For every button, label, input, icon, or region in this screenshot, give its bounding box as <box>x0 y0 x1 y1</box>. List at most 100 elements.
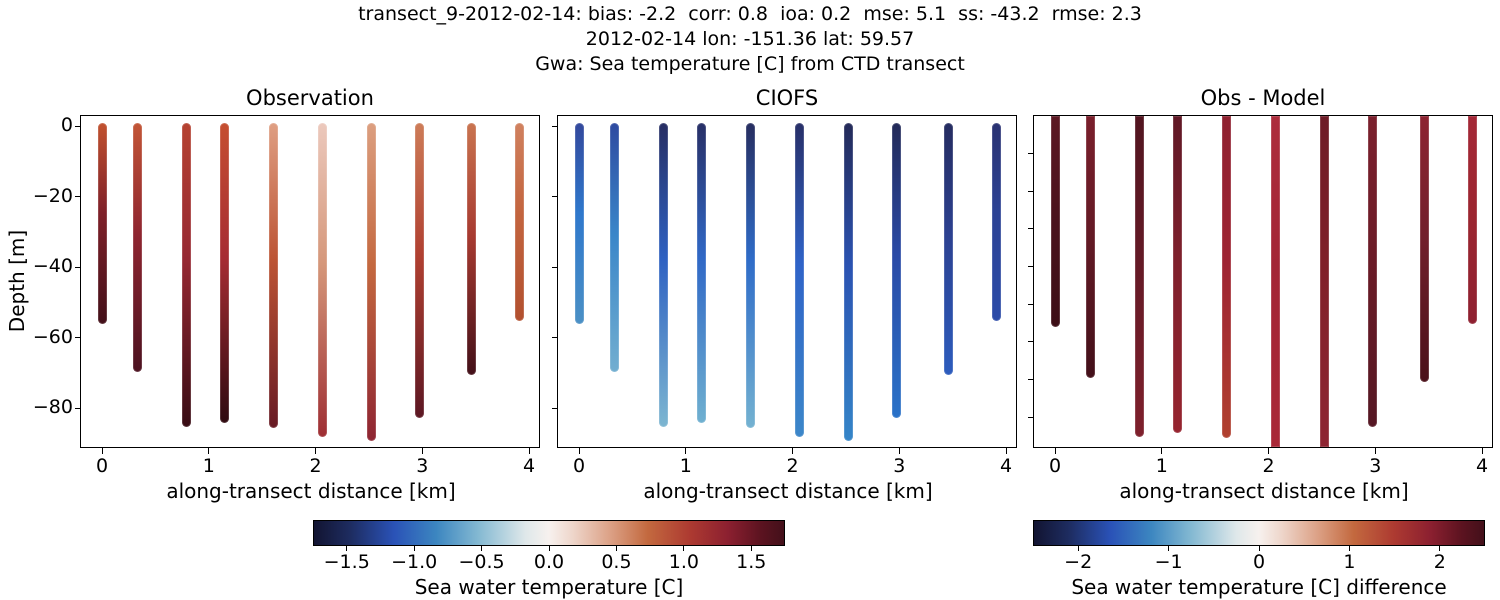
colorbar-difference: −2 −1 0 1 2 Sea water temperature [C] differe… <box>1033 520 1485 600</box>
x-tick <box>578 448 580 454</box>
axes-panel-1: 0 1 2 3 4 along-transect distance [km] <box>552 115 1017 503</box>
colorbar-temperature: −1.5 −1.0 −0.5 0.0 0.5 1.0 1.5 Sea water temper… <box>313 520 785 600</box>
x-tick-label: 4 <box>1475 455 1489 477</box>
profile-column <box>318 122 328 438</box>
y-tick <box>1028 303 1034 305</box>
profile-column <box>1134 116 1144 437</box>
x-tick-label: 2 <box>786 455 799 477</box>
colorbar-tick-label: −1.0 <box>391 551 438 573</box>
profile-column <box>1050 116 1060 328</box>
colorbar-tick-label: 0.0 <box>533 551 565 573</box>
x-tick <box>1374 448 1376 454</box>
x-tick-label: 2 <box>309 455 322 477</box>
colorbar-label: Sea water temperature [C] <box>414 575 684 599</box>
profile-column <box>1085 116 1095 379</box>
y-tick <box>75 196 81 197</box>
x-axis-label: along-transect distance [km] <box>166 479 456 503</box>
y-tick <box>75 407 81 409</box>
y-tick <box>552 196 558 197</box>
x-tick <box>528 448 530 454</box>
profile-column <box>1173 116 1183 433</box>
profile-column <box>1319 116 1329 447</box>
colorbar-tick <box>1348 546 1350 551</box>
y-tick-label: 0 <box>60 114 73 136</box>
profile-column <box>574 122 584 325</box>
x-tick <box>421 448 423 454</box>
profile-column <box>269 122 279 429</box>
profile-column <box>1467 116 1477 324</box>
x-tick-label: 4 <box>522 455 536 477</box>
colorbar-gradient <box>313 520 785 546</box>
colorbar-tick-label: 1.5 <box>736 551 767 573</box>
y-axis-label: Depth [m] <box>5 229 29 333</box>
y-tick-label: −60 <box>32 325 73 348</box>
x-tick <box>101 448 103 454</box>
x-tick-label: 3 <box>1369 455 1382 477</box>
colorbar-label: Sea water temperature [C] difference <box>1071 575 1447 599</box>
y-tick <box>552 407 558 409</box>
x-tick-label: 1 <box>202 455 215 477</box>
colorbar-tick <box>1077 546 1079 551</box>
colorbar-tick-label: 1 <box>1343 551 1356 573</box>
profile-column <box>220 122 230 424</box>
y-tick <box>1028 416 1034 418</box>
colorbar-tick <box>683 546 685 551</box>
profile-column <box>97 122 107 325</box>
colorbar-tick-label: −2 <box>1064 551 1093 573</box>
title-stats-line: transect_9-2012-02-14: bias: -2.2 corr: … <box>358 3 1142 25</box>
y-tick <box>1028 341 1034 343</box>
y-tick <box>1028 228 1034 230</box>
x-tick-label: 1 <box>679 455 692 477</box>
x-tick <box>685 448 687 454</box>
profile-column <box>1222 116 1232 439</box>
y-tick <box>1028 266 1034 267</box>
x-tick <box>1481 448 1483 454</box>
x-tick <box>1005 448 1007 454</box>
colorbar-tick <box>750 546 752 551</box>
profile-column <box>891 122 901 418</box>
colorbar-tick-label: −1.5 <box>323 551 370 573</box>
y-tick <box>552 337 558 338</box>
y-tick <box>552 125 558 127</box>
profile-column <box>746 122 756 429</box>
y-tick-label: −20 <box>32 184 73 207</box>
y-tick-label: −40 <box>32 255 73 277</box>
x-tick-label: 0 <box>1048 455 1062 477</box>
x-tick <box>315 448 316 454</box>
colorbar-tick <box>346 546 348 551</box>
x-tick-label: 1 <box>1155 455 1168 477</box>
profile-column <box>697 122 707 424</box>
colorbar-tick <box>413 546 415 551</box>
x-tick <box>1054 448 1056 454</box>
x-tick-label: 4 <box>999 455 1013 477</box>
x-tick <box>208 448 210 454</box>
colorbar-tick-label: 0 <box>1252 551 1266 573</box>
x-tick <box>1268 448 1269 454</box>
profile-column <box>414 122 424 418</box>
title-date-location-line: 2012-02-14 lon: -151.36 lat: 59.57 <box>585 28 915 50</box>
title-variable-line: Gwa: Sea temperature [C] from CTD transe… <box>535 53 965 75</box>
x-tick <box>898 448 900 454</box>
profile-column <box>1419 116 1429 382</box>
panel-title-2: Obs - Model <box>1200 86 1326 110</box>
colorbar-tick <box>481 546 483 551</box>
y-tick <box>1028 153 1034 155</box>
colorbar-tick <box>548 546 550 551</box>
axes-panel-0: 0 1 2 3 4 0 −20 −40 −60 −80 along-transect distanc… <box>33 114 540 503</box>
profile-column <box>514 122 524 321</box>
x-tick-label: 3 <box>416 455 429 477</box>
colorbar-tick-label: 0.5 <box>601 551 632 573</box>
panel-title-0: Observation <box>246 86 374 110</box>
figure-suptitle: transect_9-2012-02-14: bias: -2.2 corr: … <box>0 2 1500 77</box>
profile-column <box>181 122 191 427</box>
x-axis-label: along-transect distance [km] <box>643 479 933 503</box>
profile-column <box>609 122 619 372</box>
colorbar-tick-label: −1 <box>1154 551 1183 573</box>
profile-column <box>943 122 953 376</box>
profile-column <box>795 122 805 438</box>
colorbar-tick <box>1168 546 1170 551</box>
colorbar-tick-label: 1.0 <box>668 551 699 573</box>
y-tick-label: −80 <box>32 396 73 418</box>
axes-panel-2: 0 1 2 3 4 along-transect distance [km] <box>1028 115 1493 503</box>
